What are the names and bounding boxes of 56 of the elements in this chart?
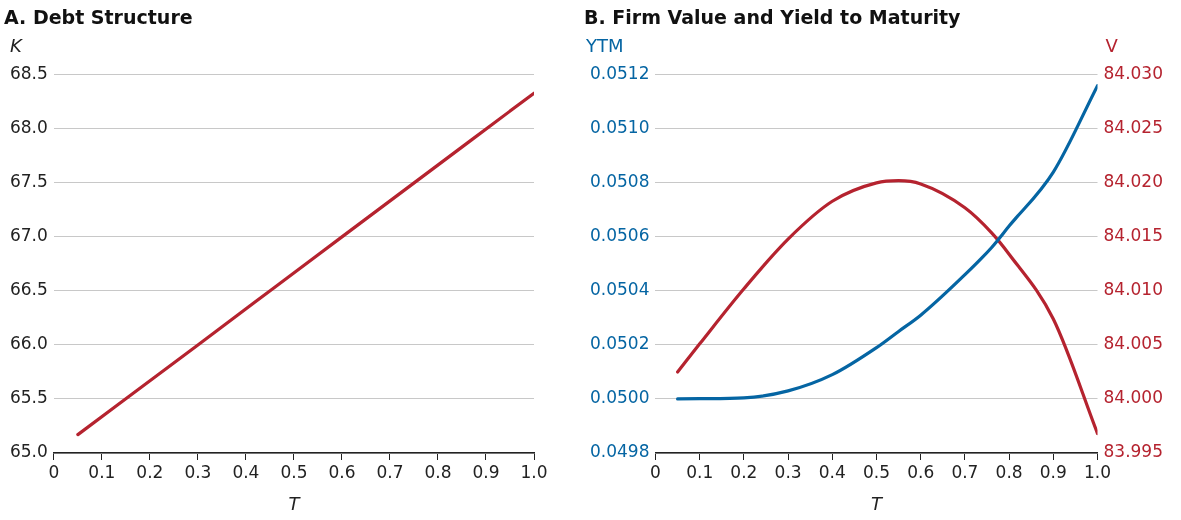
y-tick-label: 65.5 (9, 387, 48, 408)
y-tick-label: 0.0508 (590, 171, 650, 192)
x-tick-label: 0.9 (472, 461, 500, 482)
y-tick-label: 0.0510 (590, 117, 650, 138)
x-tick-label: 0.4 (818, 461, 846, 482)
y-tick-label: 0.0500 (590, 387, 650, 408)
y2-tick-label: 84.025 (1103, 117, 1163, 138)
x-tick-label: 0.7 (951, 461, 979, 482)
line-series (675, 179, 1098, 436)
y2-axis-title: V (1105, 35, 1119, 57)
x-tick-label: 0 (650, 461, 661, 482)
x-tick-label: 0.6 (328, 461, 356, 482)
y2-tick-label: 84.010 (1103, 279, 1163, 300)
y-tick-label: 0.0512 (590, 63, 650, 84)
y-tick-label: 68.0 (9, 117, 48, 138)
x-tick-label: 0.6 (907, 461, 935, 482)
x-tick-label: 0.8 (424, 461, 452, 482)
y2-tick-label: 83.995 (1103, 441, 1163, 462)
y-axis-title: YTM (585, 35, 624, 57)
y-tick-label: 67.0 (9, 225, 48, 246)
y-tick-label: 0.0498 (590, 441, 650, 462)
chart-title: B. Firm Value and Yield to Maturity (584, 6, 962, 29)
chart-title: A. Debt Structure (4, 6, 193, 29)
x-tick-label: 0.8 (995, 461, 1023, 482)
y-tick-label: 65.0 (9, 441, 48, 462)
x-tick-label: 0.1 (88, 461, 116, 482)
y2-tick-label: 84.020 (1103, 171, 1163, 192)
y2-tick-label: 84.030 (1103, 63, 1163, 84)
x-tick-label: 0.1 (686, 461, 714, 482)
y-tick-label: 66.5 (9, 279, 48, 300)
x-tick-label: 0.3 (184, 461, 212, 482)
line-series (675, 84, 1098, 401)
y2-tick-label: 84.005 (1103, 333, 1163, 354)
x-tick-label: 0.3 (774, 461, 802, 482)
y-tick-label: 68.5 (9, 63, 48, 84)
x-tick-label: 0.9 (1039, 461, 1067, 482)
y-tick-label: 67.5 (9, 171, 48, 192)
y2-tick-label: 84.000 (1103, 387, 1163, 408)
line-series (76, 91, 534, 437)
x-tick-label: 0 (48, 461, 60, 482)
x-tick-label: 0.2 (136, 461, 164, 482)
y-tick-label: 0.0502 (590, 333, 650, 354)
x-tick-label: 0.4 (232, 461, 260, 482)
x-tick-label: 0.7 (376, 461, 404, 482)
x-axis-title: T (288, 492, 302, 514)
x-tick-label: 1.0 (520, 461, 548, 482)
x-tick-label: 1.0 (1083, 461, 1112, 482)
x-tick-label: 0.5 (280, 461, 308, 482)
y-tick-label: 0.0506 (590, 225, 650, 246)
x-tick-label: 0.5 (862, 461, 891, 482)
y-tick-label: 0.0504 (590, 279, 650, 300)
y2-tick-label: 84.015 (1103, 225, 1163, 246)
y-axis-title: K (10, 35, 23, 57)
x-tick-label: 0.2 (730, 461, 758, 482)
x-axis-title: T (871, 492, 884, 514)
y-tick-label: 66.0 (9, 333, 48, 354)
